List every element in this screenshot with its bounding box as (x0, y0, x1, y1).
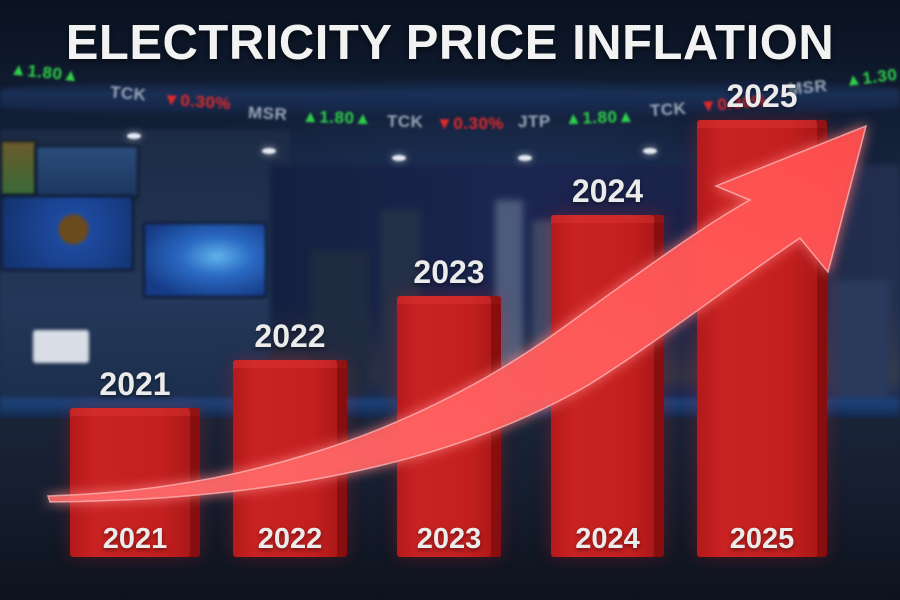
bar-bottom-label: 2025 (729, 523, 795, 555)
bar-top-label: 2023 (413, 254, 485, 290)
ticker-item: ▼0.30% (436, 114, 505, 133)
bar-top-label: 2024 (571, 173, 644, 209)
bar-bottom-label: 2021 (102, 523, 168, 555)
studio-monitor-small (33, 330, 89, 363)
bar-top-label: 2022 (254, 318, 326, 354)
bar-top-label: 2021 (99, 366, 171, 402)
bar-top-label: 2025 (726, 78, 798, 114)
ceiling-light-icon (127, 133, 141, 139)
bar-bottom-label: 2024 (575, 523, 640, 555)
ceiling-light-icon (518, 155, 532, 161)
bar-bottom-label: 2023 (416, 523, 482, 555)
chart-title: ELECTRICITY PRICE INFLATION (65, 16, 835, 70)
ceiling-light-icon (643, 148, 657, 154)
ceiling-light-icon (392, 155, 406, 161)
ceiling-light-icon (262, 148, 276, 154)
stock-ticker-band (0, 78, 900, 118)
bar-2021 (70, 408, 200, 557)
studio-monitor-globe (0, 195, 134, 271)
bar-bottom-label: 2022 (257, 523, 323, 555)
studio-monitor (143, 222, 267, 298)
